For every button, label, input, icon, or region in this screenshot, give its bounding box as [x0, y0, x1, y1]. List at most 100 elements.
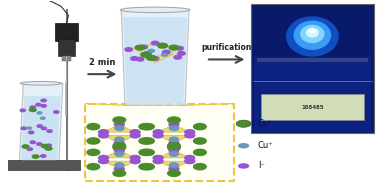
Circle shape [136, 57, 144, 61]
Text: I⁻: I⁻ [258, 162, 265, 170]
Circle shape [115, 137, 124, 142]
Ellipse shape [20, 81, 62, 85]
Circle shape [139, 164, 152, 170]
Circle shape [87, 164, 100, 170]
Circle shape [194, 124, 206, 130]
Circle shape [115, 126, 124, 130]
Circle shape [185, 133, 195, 138]
Bar [260, 94, 364, 120]
Circle shape [169, 166, 179, 171]
Circle shape [130, 133, 140, 138]
Circle shape [169, 141, 179, 146]
Circle shape [45, 147, 52, 150]
Circle shape [167, 144, 180, 151]
Polygon shape [158, 125, 190, 132]
Circle shape [174, 56, 181, 59]
Circle shape [141, 52, 150, 57]
Circle shape [36, 103, 41, 106]
Polygon shape [104, 161, 135, 169]
Circle shape [41, 155, 46, 157]
Circle shape [115, 166, 124, 171]
Circle shape [176, 46, 183, 50]
Polygon shape [22, 96, 60, 160]
Circle shape [20, 109, 25, 112]
Bar [8, 160, 80, 170]
Bar [62, 56, 71, 61]
Circle shape [151, 57, 159, 60]
Circle shape [140, 45, 147, 49]
Circle shape [185, 159, 195, 164]
Polygon shape [121, 10, 189, 105]
Circle shape [146, 56, 156, 60]
Circle shape [41, 99, 46, 102]
Circle shape [142, 124, 154, 130]
Polygon shape [158, 135, 190, 143]
Bar [257, 58, 368, 62]
Circle shape [142, 164, 154, 170]
Circle shape [113, 117, 125, 123]
Circle shape [169, 163, 178, 167]
Circle shape [161, 53, 167, 56]
Circle shape [130, 155, 140, 160]
Polygon shape [104, 135, 135, 143]
Text: Cu⁺: Cu⁺ [258, 141, 274, 150]
Polygon shape [158, 161, 190, 169]
Circle shape [153, 155, 163, 160]
Circle shape [153, 159, 163, 164]
Circle shape [99, 155, 108, 160]
Text: 2 min: 2 min [89, 58, 116, 67]
Circle shape [29, 131, 34, 134]
Circle shape [113, 143, 125, 149]
Circle shape [47, 130, 52, 132]
Circle shape [115, 148, 124, 153]
Circle shape [167, 117, 180, 123]
Circle shape [139, 138, 152, 144]
Circle shape [194, 138, 206, 144]
Polygon shape [104, 150, 135, 158]
Ellipse shape [306, 28, 319, 38]
Circle shape [169, 148, 179, 153]
Circle shape [142, 138, 154, 144]
Circle shape [142, 149, 154, 155]
Circle shape [169, 137, 178, 142]
Circle shape [238, 143, 249, 149]
Circle shape [27, 148, 33, 150]
Ellipse shape [120, 7, 190, 13]
Circle shape [169, 152, 178, 156]
Circle shape [139, 149, 152, 155]
Circle shape [27, 127, 31, 129]
Circle shape [139, 124, 152, 130]
Ellipse shape [293, 21, 331, 50]
Ellipse shape [309, 29, 315, 34]
Circle shape [40, 117, 45, 119]
Circle shape [169, 126, 178, 130]
Circle shape [37, 125, 42, 127]
Circle shape [37, 143, 42, 145]
Circle shape [238, 163, 249, 169]
Circle shape [87, 138, 100, 144]
Circle shape [113, 144, 125, 151]
Circle shape [151, 41, 159, 45]
Circle shape [167, 170, 180, 176]
Circle shape [153, 130, 163, 134]
Bar [58, 39, 75, 56]
Circle shape [22, 145, 29, 148]
Ellipse shape [286, 16, 339, 57]
Text: 108485: 108485 [301, 105, 324, 110]
Circle shape [236, 120, 251, 127]
FancyBboxPatch shape [85, 104, 234, 181]
Circle shape [194, 164, 206, 170]
Text: purification: purification [201, 43, 252, 52]
Circle shape [185, 130, 195, 134]
Circle shape [144, 52, 151, 55]
Circle shape [135, 45, 145, 50]
Circle shape [30, 106, 36, 109]
Circle shape [185, 155, 195, 160]
Bar [251, 4, 373, 133]
Circle shape [167, 143, 180, 149]
Circle shape [30, 141, 36, 144]
Circle shape [125, 48, 133, 51]
Circle shape [37, 112, 42, 114]
Text: Cs⁺: Cs⁺ [258, 119, 273, 128]
Circle shape [148, 49, 154, 52]
